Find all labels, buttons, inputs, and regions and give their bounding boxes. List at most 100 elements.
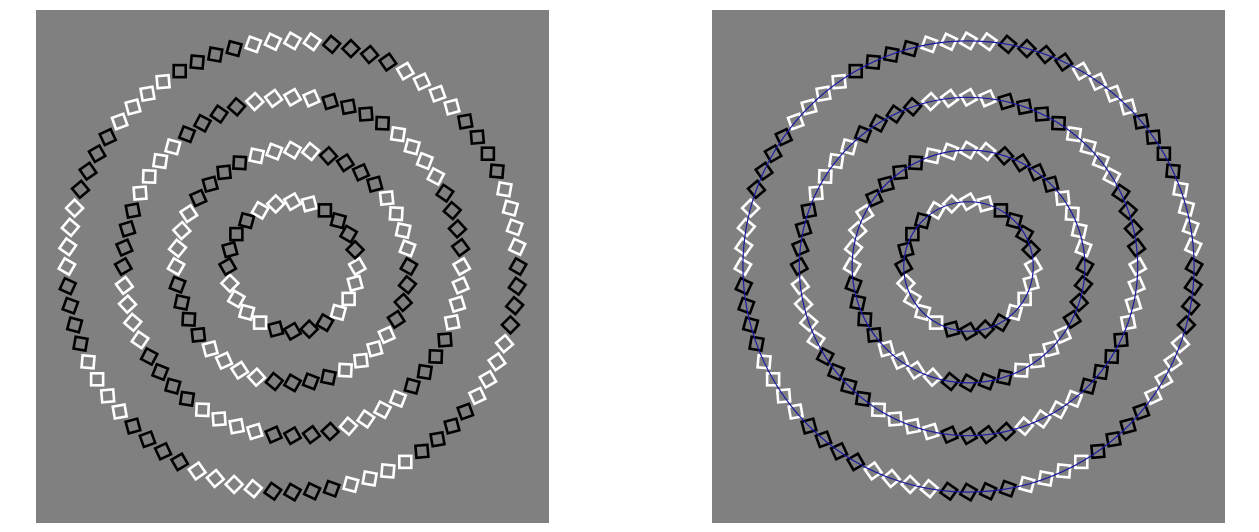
ring-square [428,84,447,104]
ring-square [746,179,767,200]
ring-square [884,103,906,125]
ring-square [489,163,505,180]
ring-square [1017,475,1036,494]
ring-square [70,179,91,200]
ring-square [896,240,915,259]
ring-square [1127,275,1147,296]
left-panel-ring-4 [56,30,529,503]
ring-square [65,315,84,334]
ring-square [1016,38,1038,59]
ring-square [189,54,206,70]
ring-square [302,481,322,501]
ring-square [977,88,998,108]
ring-square [854,203,875,224]
ring-square [114,275,135,296]
ring-square [77,160,99,182]
ring-square [264,371,285,392]
ring-square [921,422,940,441]
ring-square [282,482,303,503]
ring-square [451,275,471,296]
ring-square [301,88,322,108]
ring-square [201,339,220,358]
ring-square [264,142,284,161]
ring-square [321,34,342,55]
ring-square [845,451,866,472]
ring-square [113,256,134,277]
ring-square [793,293,814,315]
ring-square [318,145,339,167]
ring-square [839,137,858,156]
ring-square [736,217,757,238]
ring-square [214,351,234,371]
ring-square [60,296,80,316]
ring-square [403,377,422,396]
ring-square [790,275,811,296]
ring-square [339,98,357,116]
ring-square [337,362,354,378]
ring-square [226,288,247,309]
ring-square [1055,463,1072,479]
ring-square [443,98,461,116]
ring-square [958,87,979,108]
ring-square [374,115,391,131]
ring-square [194,402,211,418]
illusion-canvas-left [36,10,549,523]
ring-square [398,238,417,258]
ring-square [1017,291,1032,307]
ring-square [355,408,377,430]
ring-square [335,152,356,173]
ring-square [252,315,268,330]
ring-square [940,371,961,392]
ring-square [163,377,182,396]
ring-square [753,160,775,182]
ring-square [220,240,239,259]
ring-square [365,339,384,358]
ring-square [124,202,142,220]
ring-square [808,185,824,201]
ring-square [790,237,810,258]
ring-square [1124,295,1143,314]
ring-square [129,329,151,351]
ring-square [263,32,283,52]
ring-square [416,363,434,381]
ring-square [262,481,284,502]
ring-square [169,451,190,472]
ring-square [282,87,303,108]
ring-square [1065,125,1083,143]
ring-square [1034,106,1050,122]
ring-square [939,425,960,445]
ring-square [805,329,827,351]
ring-square [958,140,979,161]
ring-square [862,460,884,482]
ring-square [206,46,224,63]
ring-square [977,424,998,445]
ring-square [223,474,245,495]
ring-square [890,351,910,371]
ring-square [786,112,806,131]
illusion-panel-left [36,10,549,523]
ring-square [246,366,267,388]
ring-square [361,470,379,487]
ring-square [958,321,979,342]
ring-square [80,353,96,370]
ring-square [1064,205,1080,222]
ring-square [865,54,882,70]
ring-square [1023,256,1044,277]
ring-square [505,217,525,237]
ring-square [958,425,979,446]
ring-square [800,98,818,116]
ring-square [188,188,208,208]
ring-square [847,220,869,241]
ring-square [122,312,144,333]
ring-square [300,194,319,213]
ring-square [1028,352,1045,369]
ring-square [398,256,419,277]
ring-square [231,155,248,171]
ring-square [1105,430,1122,448]
ring-square [89,371,105,387]
ring-square [329,211,348,230]
ring-square [57,236,78,258]
ring-square [893,256,914,277]
ring-square [447,218,468,240]
ring-square [994,145,1015,167]
